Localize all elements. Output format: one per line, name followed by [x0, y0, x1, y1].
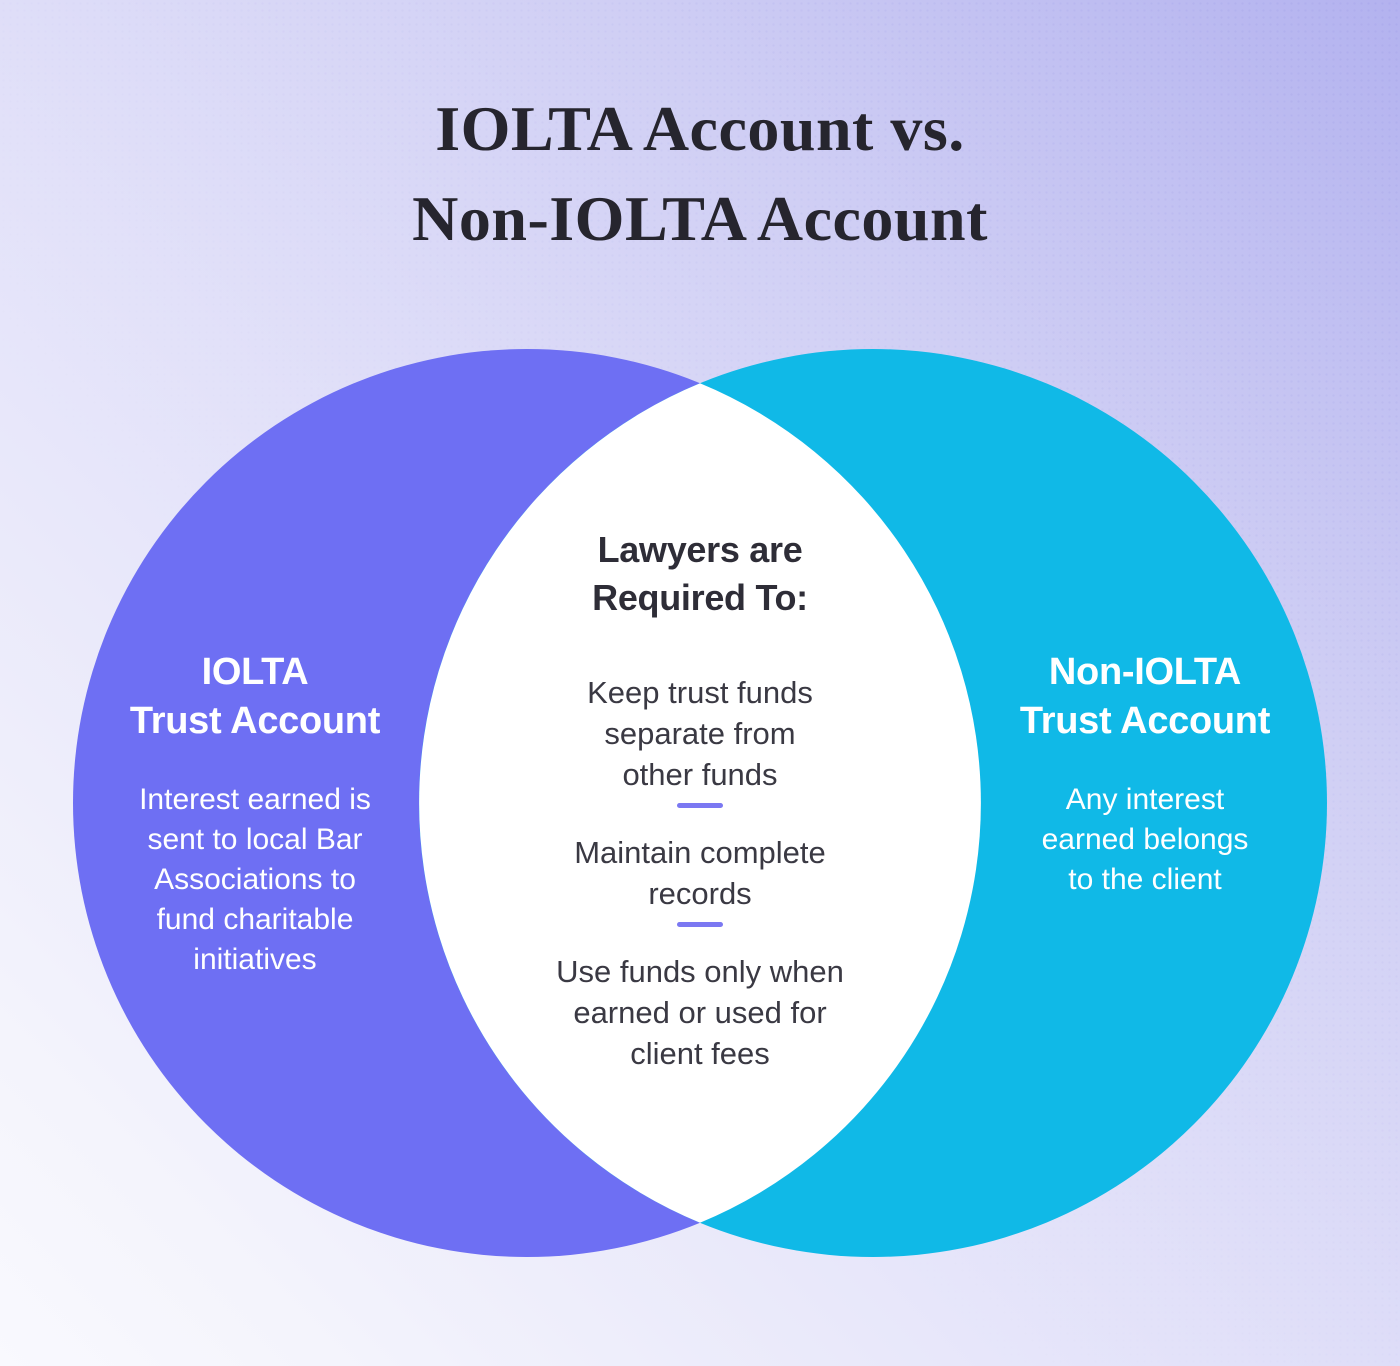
- iolta-description: Interest earned is sent to local Bar Ass…: [139, 783, 371, 976]
- overlap-lens: [419, 383, 981, 1223]
- requirement-item: Maintain complete records: [574, 835, 826, 911]
- divider-line: [677, 803, 723, 808]
- non-iolta-heading: Non-IOLTA Trust Account: [1019, 651, 1271, 742]
- requirement-item: Use funds only when earned or used for c…: [556, 954, 844, 1071]
- overlap-label-block: Lawyers are Required To: Keep trust fund…: [490, 526, 910, 1074]
- non-iolta-description: Any interest earned belongs to the clien…: [1041, 783, 1249, 896]
- overlap-heading: Lawyers are Required To:: [592, 529, 808, 618]
- requirement-item: Keep trust funds separate from other fun…: [587, 675, 813, 792]
- divider-line: [677, 922, 723, 927]
- page-title: IOLTA Account vs. Non-IOLTA Account: [412, 93, 988, 254]
- iolta-heading: IOLTA Trust Account: [129, 651, 381, 742]
- iolta-label-block: IOLTA Trust Account Interest earned is s…: [85, 648, 425, 980]
- non-iolta-label-block: Non-IOLTA Trust Account Any interest ear…: [975, 648, 1315, 900]
